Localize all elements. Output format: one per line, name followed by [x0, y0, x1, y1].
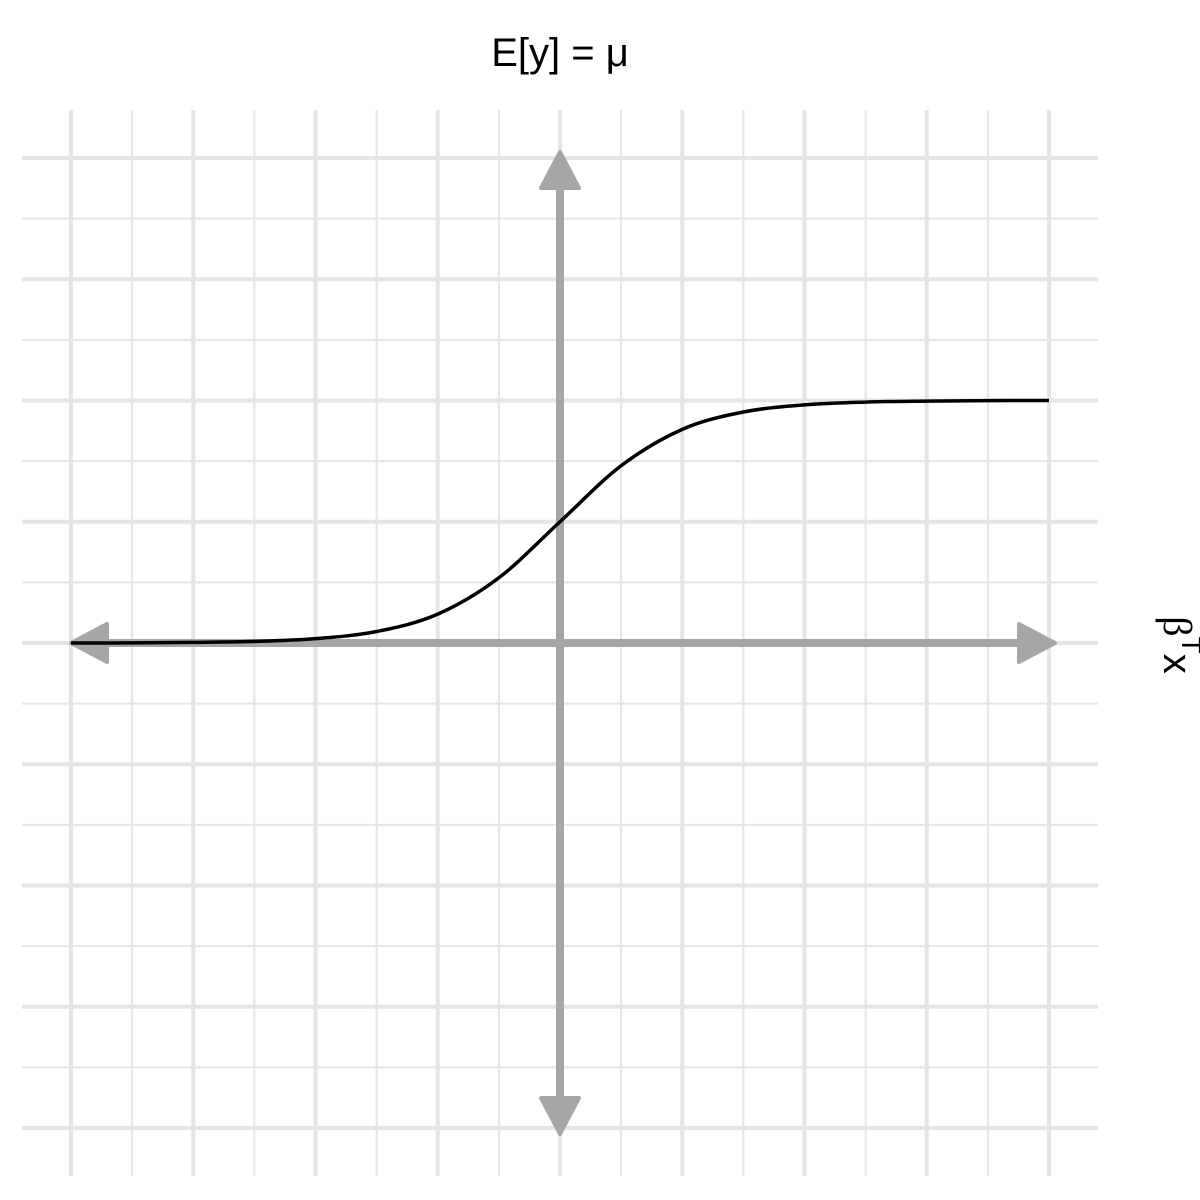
x-axis-label-superscript: T	[1176, 637, 1200, 654]
svg-text:βTx: βTx	[1155, 616, 1200, 673]
x-axis-label-main: β	[1155, 616, 1200, 636]
y-axis-arrow-up	[539, 150, 581, 190]
chart-title: E[y] = μ	[491, 31, 629, 75]
series-line	[70, 398, 1050, 645]
y-axis-arrow-down	[539, 1096, 581, 1136]
x-axis-label: βTx	[1155, 616, 1200, 673]
axes	[69, 150, 1057, 1136]
chart-title-text: E[y] = μ	[491, 31, 629, 75]
series	[70, 398, 1050, 645]
x-axis-arrow-right	[1017, 622, 1057, 664]
x-axis-label-suffix: x	[1155, 654, 1199, 674]
